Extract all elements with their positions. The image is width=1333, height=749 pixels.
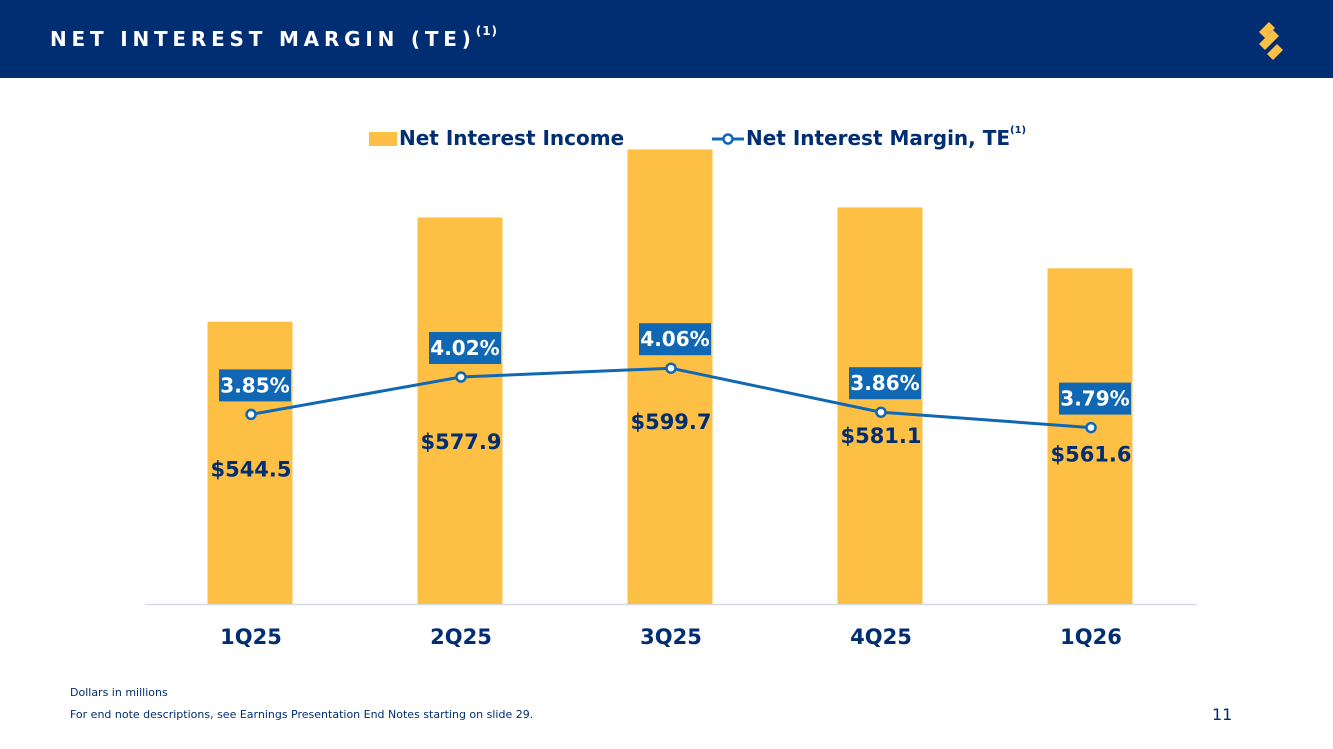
bar-value-label-2Q25: $577.9 — [420, 430, 501, 454]
page-title-text: NET INTEREST MARGIN (TE) — [50, 27, 476, 51]
bar-2Q25 — [417, 217, 503, 604]
nim-label-box-1Q26 — [1059, 382, 1131, 415]
legend-line-label: Net Interest Margin, TE(1) — [746, 125, 1027, 150]
bar-value-label-1Q26: $561.6 — [1050, 443, 1131, 467]
bar-1Q25 — [207, 321, 293, 604]
nim-value-label-2Q25: 4.02% — [430, 336, 499, 360]
bar-4Q25 — [837, 207, 923, 604]
nim-point-1Q26 — [1085, 421, 1097, 434]
x-tick-label-1Q25: 1Q25 — [220, 625, 282, 649]
nim-value-label-4Q25: 3.86% — [850, 371, 919, 395]
nim-line — [250, 366, 1092, 430]
brand-s-logo-icon — [1259, 22, 1283, 60]
nim-value-label-3Q25: 4.06% — [640, 327, 709, 351]
x-tick-label-3Q25: 3Q25 — [640, 625, 702, 649]
units-footnote: Dollars in millions — [70, 686, 168, 699]
bar-3Q25 — [627, 149, 713, 604]
bar-1Q26 — [1047, 268, 1133, 604]
bar-value-label-4Q25: $581.1 — [840, 424, 921, 448]
bar-value-label-1Q25: $544.5 — [210, 457, 291, 481]
nim-point-1Q25 — [245, 408, 257, 421]
legend-line-swatch — [712, 133, 744, 145]
x-tick-label-4Q25: 4Q25 — [850, 625, 912, 649]
nim-point-2Q25 — [455, 371, 467, 383]
nim-label-box-4Q25 — [849, 367, 921, 400]
nim-label-box-2Q25 — [429, 332, 501, 364]
nim-label-box-3Q25 — [639, 323, 711, 356]
legend-bar-label: Net Interest Income — [399, 126, 625, 150]
legend-line-note: (1) — [1010, 125, 1027, 137]
nim-value-label-1Q25: 3.85% — [220, 373, 289, 397]
x-tick-label-1Q26: 1Q26 — [1060, 625, 1122, 649]
page-title: NET INTEREST MARGIN (TE)(1) — [50, 24, 499, 51]
nim-label-box-1Q25 — [219, 369, 291, 402]
legend-bar-swatch — [369, 132, 397, 146]
end-notes-footnote: For end note descriptions, see Earnings … — [70, 708, 534, 721]
nim-point-4Q25 — [875, 406, 887, 418]
nim-value-label-1Q26: 3.79% — [1060, 387, 1129, 411]
nim-point-3Q25 — [665, 362, 677, 374]
legend-line-text: Net Interest Margin, TE — [746, 126, 1011, 150]
bar-value-label-3Q25: $599.7 — [630, 410, 711, 434]
page-title-note: (1) — [475, 24, 499, 39]
x-tick-label-2Q25: 2Q25 — [430, 625, 492, 649]
header-bar: NET INTEREST MARGIN (TE)(1) — [0, 0, 1333, 78]
page-number: 11 — [1212, 705, 1233, 724]
